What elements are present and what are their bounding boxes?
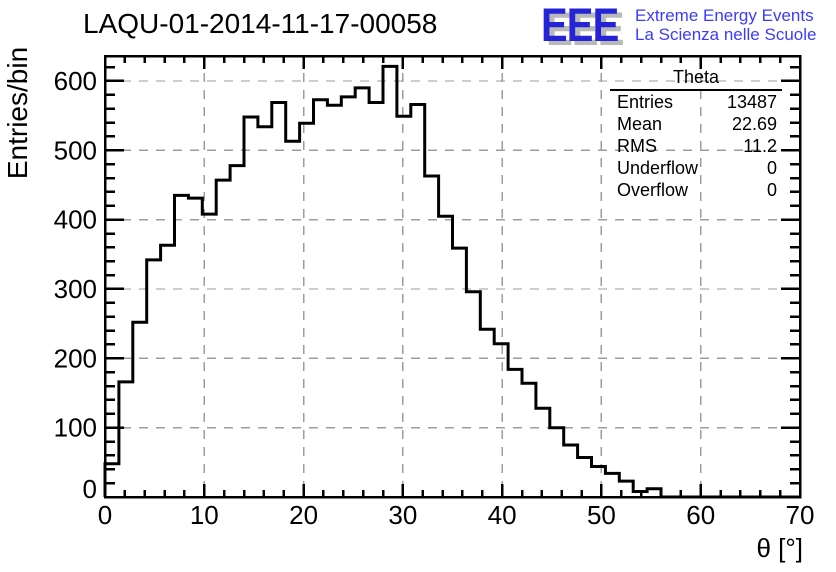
x-tick-label: 40 xyxy=(488,500,517,530)
stats-label: Entries xyxy=(617,92,674,112)
y-tick-label: 600 xyxy=(54,66,97,96)
y-tick-label: 400 xyxy=(54,205,97,235)
stats-row-entries: Entries 13487 xyxy=(610,91,782,113)
stats-row-overflow: Overflow 0 xyxy=(610,179,782,201)
y-tick-label: 200 xyxy=(54,343,97,373)
page-title: LAQU-01-2014-11-17-00058 xyxy=(83,8,438,39)
histogram-line xyxy=(103,64,800,499)
x-tick-label: 20 xyxy=(289,500,318,530)
eee-monogram: EEE xyxy=(541,0,619,51)
eee-taglines: Extreme Energy Events La Scienza nelle S… xyxy=(635,6,816,44)
stats-row-mean: Mean 22.69 xyxy=(610,113,782,135)
stats-label: Underflow xyxy=(617,158,699,178)
x-tick-label: 50 xyxy=(587,500,616,530)
stats-box: Theta Entries 13487 Mean 22.69 RMS 11.2 … xyxy=(610,67,782,201)
stats-row-rms: RMS 11.2 xyxy=(610,135,782,157)
y-tick-label: 0 xyxy=(83,474,97,504)
eee-logo: EEE Extreme Energy Events La Scienza nel… xyxy=(541,0,836,51)
y-axis-title: Entries/bin xyxy=(2,47,33,179)
y-tick-label: 500 xyxy=(54,135,97,165)
y-tick-label: 100 xyxy=(54,413,97,443)
eee-tagline-2: La Scienza nelle Scuole xyxy=(635,25,817,44)
stats-value: 0 xyxy=(766,158,777,178)
stats-label: Mean xyxy=(617,114,663,134)
stats-value: 22.69 xyxy=(731,114,777,134)
plot-frame xyxy=(103,54,802,499)
eee-tagline-1: Extreme Energy Events xyxy=(635,6,814,25)
stats-value: 11.2 xyxy=(743,136,777,156)
x-axis-title: θ [°] xyxy=(756,533,803,563)
x-tick-label: 30 xyxy=(388,500,417,530)
y-tick-label: 300 xyxy=(54,274,97,304)
x-tick-label: 0 xyxy=(98,500,112,530)
x-tick-label: 60 xyxy=(686,500,715,530)
stats-title: Theta xyxy=(610,67,782,91)
x-tick-label: 10 xyxy=(190,500,219,530)
stats-row-underflow: Underflow 0 xyxy=(610,157,782,179)
x-tick-label: 70 xyxy=(786,500,815,530)
stats-label: Overflow xyxy=(617,180,689,200)
stats-value: 13487 xyxy=(726,92,777,112)
stats-value: 0 xyxy=(766,180,777,200)
stats-label: RMS xyxy=(617,136,657,156)
